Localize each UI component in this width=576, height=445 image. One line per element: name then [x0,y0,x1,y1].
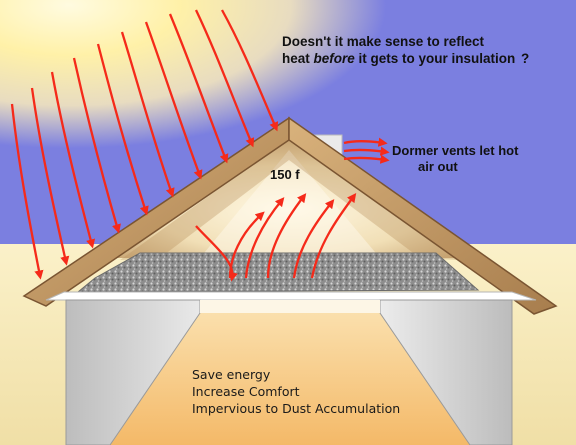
solar-arrow [10,103,44,280]
headline-emphasis: before [313,51,355,66]
dormer-note-line-2: air out [418,159,458,174]
vent-arrow [343,154,390,164]
benefit-item: Impervious to Dust Accumulation [192,401,401,416]
rising-arrow [266,193,307,279]
dormer-note-line-1: Dormer vents let hot [392,143,519,158]
back-wall-opening [200,300,380,313]
solar-heat-arrows [10,9,279,280]
rising-arrow [228,211,265,279]
headline-question: Doesn't it make sense to reflect heat be… [282,33,562,67]
rising-arrow [195,225,238,282]
solar-arrow [120,31,175,198]
rising-arrow [244,197,285,279]
left-wall [65,299,201,445]
headline-line-2: heat before it gets to your insulation ? [282,50,562,67]
solar-arrow [194,9,255,148]
dormer-vent-note: Dormer vents let hot air out [392,143,542,175]
attic-glow-cone [200,150,380,258]
roof-right [288,116,558,315]
vent-arrow [343,137,388,147]
attic-heat-arrows [195,193,357,282]
dormer-vent-arrows [343,137,390,164]
solar-arrow [144,21,203,180]
solar-arrow [50,71,96,249]
solar-arrow [96,43,149,216]
benefit-item: Increase Comfort [192,384,300,399]
solar-arrow [30,87,70,266]
insulation-layer [76,252,480,293]
rising-arrow [292,199,335,279]
attic-temperature-label: 150 f [270,167,300,182]
solar-arrow [72,57,121,234]
attic-interior [98,136,478,258]
rising-arrow [310,193,357,279]
headline-line-2-start: heat [282,51,314,66]
headline-line-1: Doesn't it make sense to reflect [282,34,485,49]
room-floor [110,300,470,445]
headline-line-2-end: it gets to your insulation [354,51,520,66]
vent-arrow [343,146,390,156]
solar-arrow [168,13,229,164]
benefit-item: Save energy [192,367,271,382]
benefits-list: Save energy Increase Comfort Impervious … [192,366,400,417]
headline-question-mark: ? [521,51,530,66]
ceiling-edge [45,291,537,301]
solar-arrow [220,9,279,132]
